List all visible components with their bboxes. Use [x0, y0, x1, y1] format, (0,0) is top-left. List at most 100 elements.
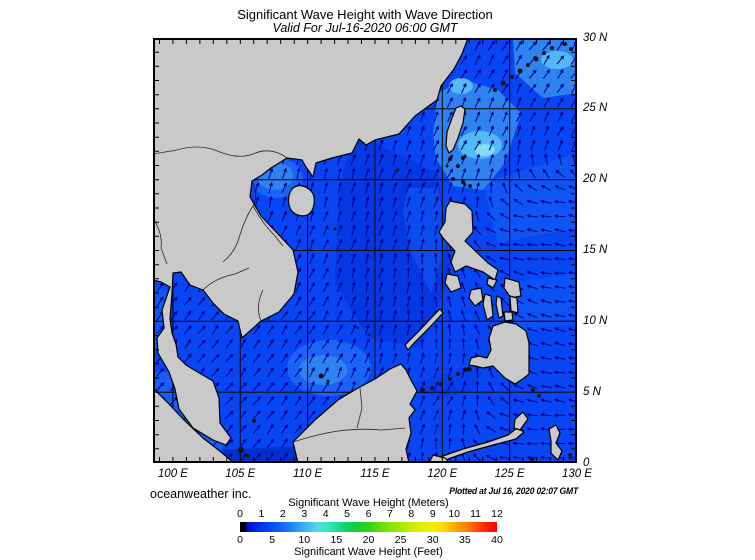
- colorbar-meters-tick: 8: [408, 508, 415, 520]
- island-speck: [568, 453, 572, 457]
- island-speck: [493, 88, 497, 92]
- country-border-kalimantan: [292, 427, 406, 443]
- colorbar-meters-tick: 12: [491, 508, 503, 520]
- land-mindanao: [468, 321, 530, 385]
- colorbar-meters-tick: 3: [301, 508, 308, 520]
- latitude-axis: 30 N 25 N 20 N 15 N 10 N 5 N 0: [583, 32, 643, 469]
- island-speck: [318, 373, 324, 379]
- lon-tick-label: 110 E: [293, 468, 323, 480]
- island-speck: [463, 368, 467, 372]
- colorbar-meters-tick: 5: [344, 508, 350, 520]
- island-speck: [456, 372, 460, 376]
- country-border-china-south: [153, 146, 288, 159]
- island-speck: [252, 419, 256, 423]
- colorbar-feet-tick: 20: [362, 534, 375, 546]
- country-border-sarawak-sabah: [356, 387, 363, 429]
- land-bohol: [503, 311, 514, 322]
- island-speck: [445, 164, 449, 168]
- island-speck: [531, 388, 535, 392]
- lat-tick-label: 5 N: [583, 385, 601, 398]
- colorbar-meters-tick: 2: [279, 508, 286, 520]
- land-samar: [503, 277, 522, 299]
- lon-tick-label: 115 E: [360, 468, 390, 480]
- lon-tick-label: 130 E: [561, 468, 593, 480]
- colorbar-feet-ticks: 0 5 10 15 20 25 30 35 40: [237, 534, 503, 546]
- island-speck: [421, 388, 425, 392]
- island-speck: [430, 386, 434, 390]
- island-speck: [466, 366, 472, 372]
- island-speck: [326, 379, 330, 383]
- credit-text: oceanweather inc.: [150, 487, 252, 501]
- colorbar-feet-tick: 10: [298, 534, 311, 546]
- country-border-laos-east: [252, 205, 284, 247]
- lon-tick-label: 120 E: [427, 468, 458, 480]
- land-cebu: [495, 295, 504, 319]
- island-speck: [537, 394, 541, 398]
- island-speck: [238, 447, 244, 453]
- lat-tick-label: 10 N: [583, 314, 608, 327]
- land-masbate: [486, 277, 498, 289]
- land-hainan: [287, 185, 315, 217]
- longitude-axis: 100 E 105 E 110 E 115 E 120 E 125 E 130 E: [153, 468, 592, 483]
- island-speck: [356, 326, 360, 330]
- island-speck: [533, 56, 539, 62]
- colorbar-feet-tick: 5: [269, 534, 276, 546]
- colorbar-meters-tick: 4: [322, 508, 329, 520]
- colorbar-feet-label: Significant Wave Height (Feet): [294, 546, 443, 558]
- lon-tick-label: 125 E: [494, 468, 525, 480]
- colorbar-meters-tick: 6: [365, 508, 372, 520]
- colorbar-feet-tick: 0: [237, 534, 243, 546]
- island-speck: [333, 227, 337, 231]
- lat-tick-label: 0: [583, 456, 590, 469]
- land-luzon: [438, 200, 499, 281]
- country-border-vietnam-laos: [222, 180, 257, 263]
- country-border-thailand-cambodia: [202, 267, 250, 291]
- island-speck: [448, 157, 452, 161]
- land-mindoro: [444, 273, 462, 293]
- lon-tick-label: 105 E: [225, 468, 256, 480]
- land-mainland-asia: [153, 38, 469, 446]
- colorbar-meters-tick: 7: [386, 508, 393, 520]
- island-speck: [448, 377, 452, 381]
- island-speck: [569, 47, 573, 51]
- colorbar-meters-tick: 11: [470, 508, 482, 520]
- island-speck: [456, 164, 460, 168]
- lon-tick-label: 100 E: [157, 468, 188, 480]
- country-border-vietnam-cambodia: [258, 289, 264, 322]
- island-speck: [550, 46, 554, 50]
- land-negros: [482, 293, 494, 321]
- lat-tick-label: 30 N: [583, 31, 608, 44]
- colorbar-feet-tick: 15: [330, 534, 343, 546]
- island-speck: [510, 75, 514, 79]
- island-speck: [468, 184, 472, 188]
- land-sulawesi-ne-arm: [513, 411, 529, 431]
- colorbar-feet-tick: 25: [394, 534, 407, 546]
- map-frame: [153, 38, 577, 463]
- island-speck: [461, 180, 465, 184]
- island-speck: [367, 333, 371, 337]
- small-islands: [238, 42, 573, 461]
- degree-ticks: [155, 40, 575, 461]
- island-speck: [451, 177, 455, 181]
- colorbar-feet-tick: 35: [459, 534, 471, 546]
- island-speck: [439, 382, 443, 386]
- map-border: [153, 38, 577, 463]
- colorbar-feet-tick: 40: [491, 534, 503, 546]
- island-speck: [396, 168, 400, 172]
- island-speck: [542, 51, 546, 55]
- land-sumatra: [153, 387, 235, 463]
- chart-valid-time: Valid For Jul-16-2020 06:00 GMT: [272, 21, 458, 35]
- land-panay: [468, 287, 484, 307]
- island-speck: [500, 80, 506, 86]
- land-palawan: [404, 308, 444, 351]
- plotted-at-text: Plotted at Jul 16, 2020 02:07 GMT: [449, 486, 578, 496]
- colorbar-gradient: [240, 522, 497, 532]
- island-speck: [530, 457, 534, 461]
- colorbar-meters-tick: 9: [429, 508, 436, 520]
- colorbar-meters-tick: 10: [448, 508, 460, 520]
- island-speck: [461, 156, 465, 160]
- lat-tick-label: 25 N: [583, 102, 608, 115]
- island-speck: [517, 68, 523, 74]
- colorbar-meters-ticks: 0 1 2 3 4 5 6 7 8 9 10 11 12: [237, 508, 503, 520]
